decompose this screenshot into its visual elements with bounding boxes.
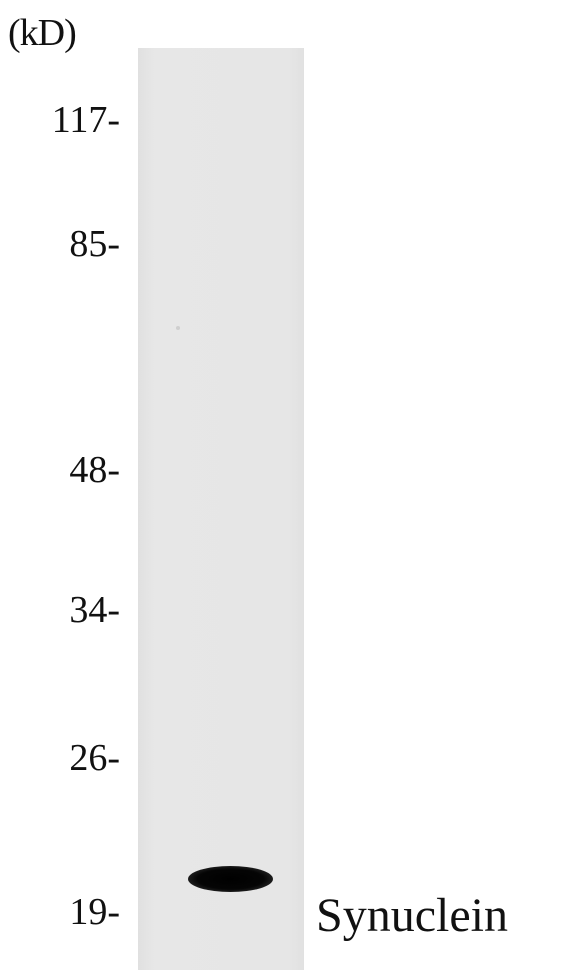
- molecular-weight-unit-label: (kD): [8, 12, 77, 54]
- lane-speck: [176, 326, 180, 330]
- marker-34: 34-: [69, 589, 120, 631]
- marker-85: 85-: [69, 223, 120, 265]
- marker-26: 26-: [69, 737, 120, 779]
- marker-48: 48-: [69, 449, 120, 491]
- marker-19: 19-: [69, 891, 120, 933]
- marker-117: 117-: [51, 99, 120, 141]
- gel-lane: [138, 48, 304, 970]
- protein-band: [188, 866, 273, 892]
- molecular-weight-ladder: 117- 85- 48- 34- 26- 19-: [0, 0, 120, 970]
- protein-label: Synuclein: [316, 889, 508, 942]
